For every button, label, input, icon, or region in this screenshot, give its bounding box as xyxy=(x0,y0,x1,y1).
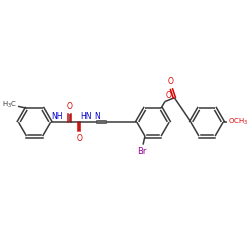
Text: Br: Br xyxy=(138,146,147,156)
Text: O: O xyxy=(168,78,173,86)
Text: OCH$_3$: OCH$_3$ xyxy=(228,117,248,127)
Text: O: O xyxy=(76,134,82,143)
Text: NH: NH xyxy=(51,112,62,121)
Text: O: O xyxy=(67,102,72,111)
Text: N: N xyxy=(94,112,100,121)
Text: HN: HN xyxy=(80,112,92,121)
Text: O: O xyxy=(166,91,172,100)
Text: H$_3$C: H$_3$C xyxy=(2,100,17,110)
